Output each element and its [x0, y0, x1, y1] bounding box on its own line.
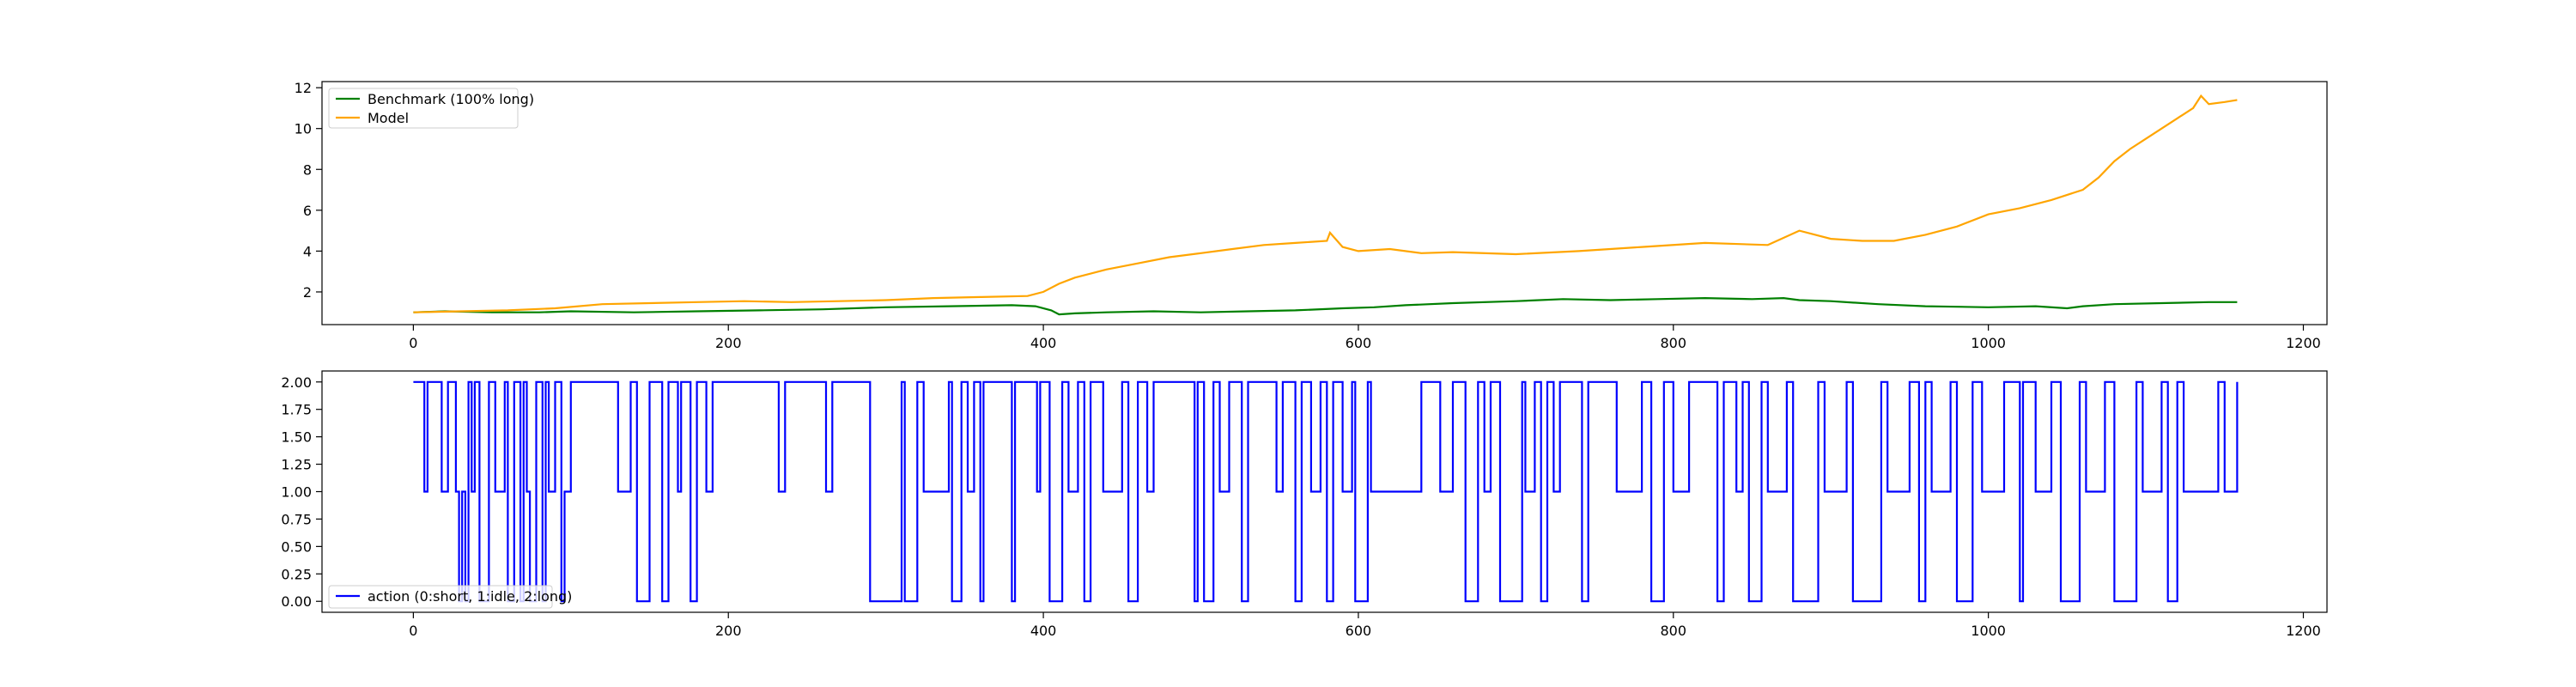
x-tick-label: 600	[1346, 335, 1372, 351]
axes-frame	[321, 81, 2328, 325]
y-tick-label: 1.25	[281, 457, 312, 473]
action-panel: 0 200 400 600 800 1000 1200 0.00 0.25 0.50 0.75 1.0…	[281, 370, 2328, 639]
x-tick-label: 400	[1030, 623, 1057, 639]
y-tick-label: 1.50	[281, 429, 312, 446]
x-tick-label: 1200	[2286, 623, 2321, 639]
legend-label-model: Model	[368, 110, 409, 126]
x-tick-label: 600	[1346, 623, 1372, 639]
x-tick-label: 200	[715, 623, 742, 639]
y-tick-label: 1.00	[281, 484, 312, 501]
y-tick-label: 2.00	[281, 374, 312, 391]
series-line-benchmark-100-long	[413, 296, 2238, 316]
x-tick-label: 200	[715, 335, 742, 351]
legend-label-benchmark-100-long: Benchmark (100% long)	[368, 91, 534, 107]
x-tick-label: 1000	[1971, 623, 2006, 639]
x-tick-label: 0	[409, 335, 417, 351]
legend: action (0:short, 1:idle, 2:long)	[328, 585, 572, 609]
y-tick-label: 6	[303, 203, 312, 219]
y-tick-label: 2	[303, 284, 312, 301]
legend-box	[328, 585, 553, 609]
x-tick-label: 1000	[1971, 335, 2006, 351]
y-tick-label: 0.75	[281, 511, 312, 527]
y-tick-label: 12	[295, 80, 312, 96]
x-tick-label: 800	[1661, 623, 1687, 639]
y-tick-label: 0.25	[281, 566, 312, 582]
x-tick-label: 1200	[2286, 335, 2321, 351]
x-tick-label: 400	[1030, 335, 1057, 351]
y-tick-label: 8	[303, 161, 312, 178]
benchmark-model-panel: 0 200 400 600 800 1000 1200 2 4 6 8 10 12 Benchmark (…	[295, 80, 2328, 351]
y-tick-label: 0.00	[281, 593, 312, 610]
y-tick-label: 4	[303, 243, 312, 259]
series-line-model	[413, 94, 2238, 313]
x-tick-label: 800	[1661, 335, 1687, 351]
y-tick-label: 1.75	[281, 402, 312, 418]
y-tick-label: 10	[295, 121, 312, 137]
legend: Benchmark (100% long) Model	[328, 88, 534, 129]
legend-box	[328, 88, 519, 129]
x-tick-label: 0	[409, 623, 417, 639]
y-tick-label: 0.50	[281, 538, 312, 555]
legend-label-action-0-short-1-idle-2-long: action (0:short, 1:idle, 2:long)	[368, 588, 572, 605]
series-line-action-0-short-1-idle-2-long	[413, 380, 2239, 603]
